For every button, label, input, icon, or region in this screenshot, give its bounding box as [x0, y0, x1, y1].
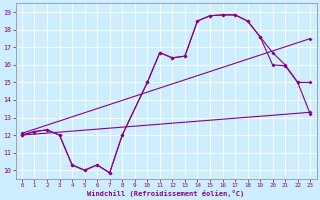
X-axis label: Windchill (Refroidissement éolien,°C): Windchill (Refroidissement éolien,°C): [87, 190, 245, 197]
